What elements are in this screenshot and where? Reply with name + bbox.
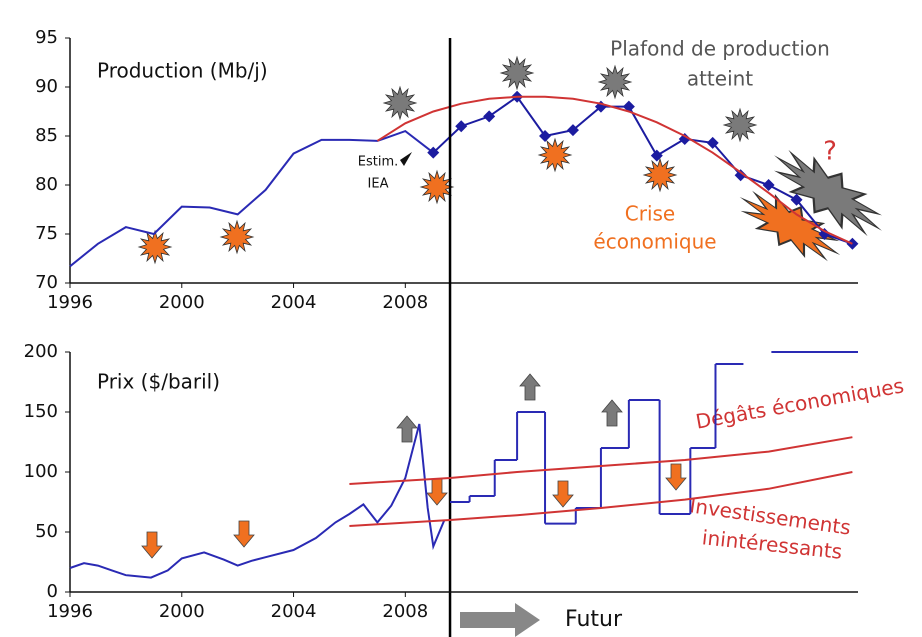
x-tick-label: 2000 bbox=[159, 292, 205, 313]
x-tick-label: 2000 bbox=[159, 601, 205, 622]
starburst bbox=[537, 137, 573, 173]
y-tick-label: 90 bbox=[35, 76, 58, 97]
annotation: Prix ($/baril) bbox=[97, 370, 220, 394]
arrow bbox=[426, 478, 448, 506]
point bbox=[566, 124, 579, 137]
starburst bbox=[499, 55, 535, 91]
point bbox=[539, 130, 552, 142]
starburst bbox=[774, 149, 882, 237]
y-tick-label: 80 bbox=[35, 174, 58, 195]
series-line bbox=[349, 471, 853, 527]
y-tick-label: 75 bbox=[35, 223, 58, 244]
x-tick-label: 2008 bbox=[382, 601, 428, 622]
starburst bbox=[739, 190, 841, 262]
y-tick-label: 0 bbox=[47, 581, 58, 602]
annotation: Production (Mb/j) bbox=[97, 59, 268, 83]
starburst bbox=[219, 219, 255, 255]
x-tick-label: 2004 bbox=[271, 292, 317, 313]
starburst bbox=[419, 169, 455, 205]
point bbox=[790, 193, 803, 206]
future-arrow bbox=[460, 603, 540, 637]
starburst bbox=[597, 64, 633, 100]
annotation: atteint bbox=[687, 67, 753, 91]
point bbox=[762, 179, 775, 191]
arrow bbox=[601, 399, 623, 427]
series-line bbox=[376, 95, 853, 245]
point bbox=[483, 110, 496, 123]
x-tick-label: 1996 bbox=[47, 292, 93, 313]
series-line bbox=[69, 423, 446, 579]
annotation: Dégâts économiques bbox=[694, 373, 906, 433]
starburst bbox=[137, 229, 173, 265]
y-tick-label: 100 bbox=[24, 461, 58, 482]
y-tick-label: 50 bbox=[35, 521, 58, 542]
point bbox=[706, 136, 719, 149]
x-tick-label: 2004 bbox=[271, 601, 317, 622]
annotation: économique bbox=[593, 230, 716, 254]
arrow bbox=[665, 463, 687, 491]
arrow bbox=[396, 415, 418, 443]
point bbox=[650, 149, 663, 162]
arrow bbox=[519, 373, 541, 401]
point bbox=[427, 146, 440, 159]
annotation: Plafond de production bbox=[610, 37, 830, 61]
y-tick-label: 150 bbox=[24, 401, 58, 422]
point bbox=[846, 237, 859, 250]
x-tick-label: 1996 bbox=[47, 601, 93, 622]
point bbox=[622, 100, 635, 113]
starburst bbox=[382, 85, 418, 121]
starburst bbox=[722, 107, 758, 143]
point bbox=[818, 228, 831, 240]
annotation: IEA bbox=[368, 177, 389, 192]
decorations bbox=[137, 55, 882, 637]
y-tick-label: 95 bbox=[35, 27, 58, 48]
series-line bbox=[432, 95, 853, 245]
annotation: Futur bbox=[565, 607, 623, 632]
arrow bbox=[141, 531, 163, 559]
y-tick-label: 200 bbox=[24, 341, 58, 362]
point bbox=[734, 169, 747, 182]
series-line bbox=[69, 129, 434, 268]
x-tick-label: 2008 bbox=[382, 292, 428, 313]
series-line bbox=[349, 436, 853, 485]
estim-arrow bbox=[400, 152, 412, 166]
annotation: Estim. bbox=[358, 155, 399, 170]
y-tick-label: 85 bbox=[35, 125, 58, 146]
point bbox=[455, 120, 468, 133]
arrow bbox=[233, 520, 255, 548]
annotation: Crise bbox=[625, 202, 675, 226]
y-tick-label: 70 bbox=[35, 272, 58, 293]
arrow bbox=[552, 480, 574, 508]
starburst bbox=[642, 157, 678, 193]
annotation: ? bbox=[823, 137, 837, 167]
point bbox=[678, 132, 691, 145]
